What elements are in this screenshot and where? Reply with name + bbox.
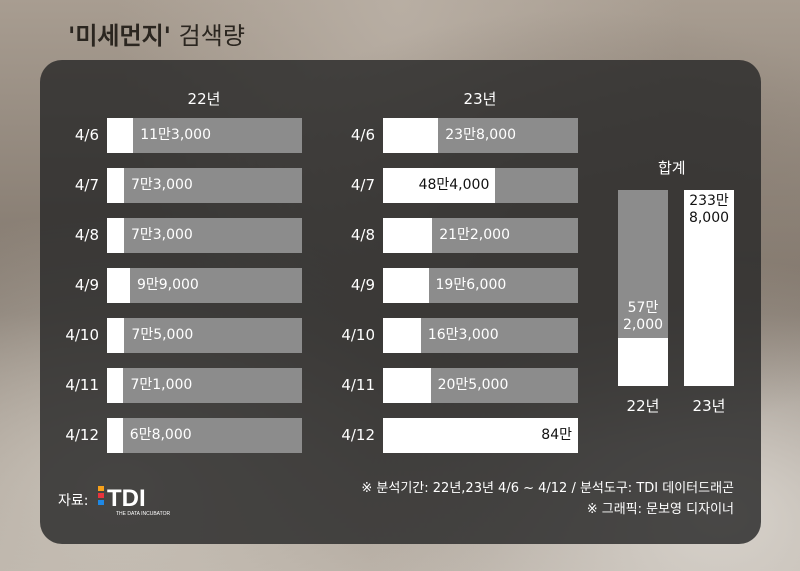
row-label-0-0: 4/6 [74, 126, 99, 144]
bar-track-0-2: 7만3,000 [107, 218, 302, 253]
bar-0-2 [107, 218, 124, 253]
series-header-1: 23년 [463, 90, 497, 108]
bar-value-0-2: 7만3,000 [130, 227, 193, 243]
bar-value-1-2: 21만2,000 [439, 227, 510, 243]
row-label-1-0: 4/6 [350, 126, 375, 144]
bar-1-4 [383, 318, 421, 353]
title-quoted: '미세먼지' [68, 22, 172, 50]
bar-value-0-6: 6만8,000 [129, 427, 192, 443]
page-title: '미세먼지' 검색량 [68, 16, 245, 51]
bar-value-1-4: 16만3,000 [427, 327, 499, 343]
bar-track-1-2: 21만2,000 [383, 218, 578, 253]
source-label: 자료: [58, 493, 89, 509]
bar-value-1-5: 20만5,000 [437, 377, 509, 393]
total-bar-0 [618, 338, 668, 386]
bar-track-1-1: 48만4,000 [383, 168, 578, 203]
bar-track-0-3: 9만9,000 [107, 268, 302, 303]
bar-1-6 [383, 418, 578, 453]
total-value-line: 233만 [689, 193, 729, 209]
bar-track-1-6: 84만 [383, 418, 578, 453]
row-label-0-6: 4/12 [65, 426, 99, 444]
row-label-0-3: 4/9 [74, 276, 99, 294]
total-bar-1 [684, 190, 734, 386]
total-value-line: 8,000 [688, 210, 730, 226]
bar-1-5 [383, 368, 431, 403]
bar-value-0-5: 7만1,000 [130, 377, 193, 393]
total-title: 합계 [658, 159, 686, 177]
total-track-0: 57만 2,000 [618, 190, 668, 386]
bar-value-0-1: 7만3,000 [130, 177, 193, 193]
bar-0-1 [107, 168, 124, 203]
bar-0-6 [107, 418, 123, 453]
row-label-0-2: 4/8 [74, 226, 99, 244]
bar-0-0 [107, 118, 134, 153]
total-label-0: 22년 [626, 397, 660, 415]
bar-0-4 [107, 318, 125, 353]
row-label-1-3: 4/9 [350, 276, 375, 294]
bar-1-1 [383, 168, 496, 203]
bar-track-1-4: 16만3,000 [383, 318, 578, 353]
svg-text:TDI: TDI [107, 485, 146, 512]
bar-1-0 [383, 118, 439, 153]
bar-track-1-3: 19만6,000 [383, 268, 578, 303]
bar-0-5 [107, 368, 124, 403]
row-label-0-1: 4/7 [74, 176, 99, 194]
footnote-graphic: ※ 그래픽: 문보영 디자이너 [586, 502, 734, 517]
total-value-1: 233만 8,000 [684, 193, 734, 227]
bar-track-0-1: 7만3,000 [107, 168, 302, 203]
footnote-period: ※ 분석기간: 22년,23년 4/6 ~ 4/12 / 분석도구: TDI 데… [361, 481, 734, 496]
row-label-1-6: 4/12 [341, 426, 375, 444]
bar-track-0-5: 7만1,000 [107, 368, 302, 403]
bar-track-1-5: 20만5,000 [383, 368, 578, 403]
footnotes: ※ 분석기간: 22년,23년 4/6 ~ 4/12 / 분석도구: TDI 데… [361, 478, 734, 520]
bar-value-0-0: 11만3,000 [140, 127, 211, 143]
bar-track-0-6: 6만8,000 [107, 418, 302, 453]
bar-1-3 [383, 268, 429, 303]
bar-0-3 [107, 268, 130, 303]
total-value-line: 57만 [627, 300, 659, 317]
svg-text:THE DATA INCUBATOR: THE DATA INCUBATOR [116, 511, 170, 517]
bar-value-1-6: 84만 [541, 427, 572, 443]
row-label-1-1: 4/7 [350, 176, 375, 194]
row-label-0-5: 4/11 [65, 376, 99, 394]
title-rest: 검색량 [178, 22, 245, 50]
bar-track-0-0: 11만3,000 [107, 118, 302, 153]
bar-value-1-3: 19만6,000 [435, 277, 507, 293]
bar-value-0-3: 9만9,000 [136, 277, 199, 293]
bar-track-1-0: 23만8,000 [383, 118, 578, 153]
row-label-0-4: 4/10 [65, 326, 99, 344]
row-label-1-2: 4/8 [350, 226, 375, 244]
bar-value-1-0: 23만8,000 [445, 127, 517, 143]
row-label-1-5: 4/11 [341, 376, 375, 394]
row-label-1-4: 4/10 [341, 326, 375, 344]
bar-1-2 [383, 218, 433, 253]
tdi-logo: TDI THE DATA INCUBATOR [98, 485, 170, 517]
bar-value-0-4: 7만5,000 [131, 327, 194, 343]
bar-value-1-1: 48만4,000 [418, 177, 490, 193]
total-label-1: 23년 [692, 397, 726, 415]
total-value-line: 2,000 [622, 317, 664, 334]
total-value-0: 57만 2,000 [618, 300, 668, 334]
total-track-1: 233만 8,000 [684, 190, 734, 386]
bar-track-0-4: 7만5,000 [107, 318, 302, 353]
series-header-0: 22년 [187, 90, 221, 108]
chart-panel: 22년 4/6 11만3,000 4/7 7만3,000 4/8 7만3,000 4/9 9만9… [40, 60, 761, 544]
